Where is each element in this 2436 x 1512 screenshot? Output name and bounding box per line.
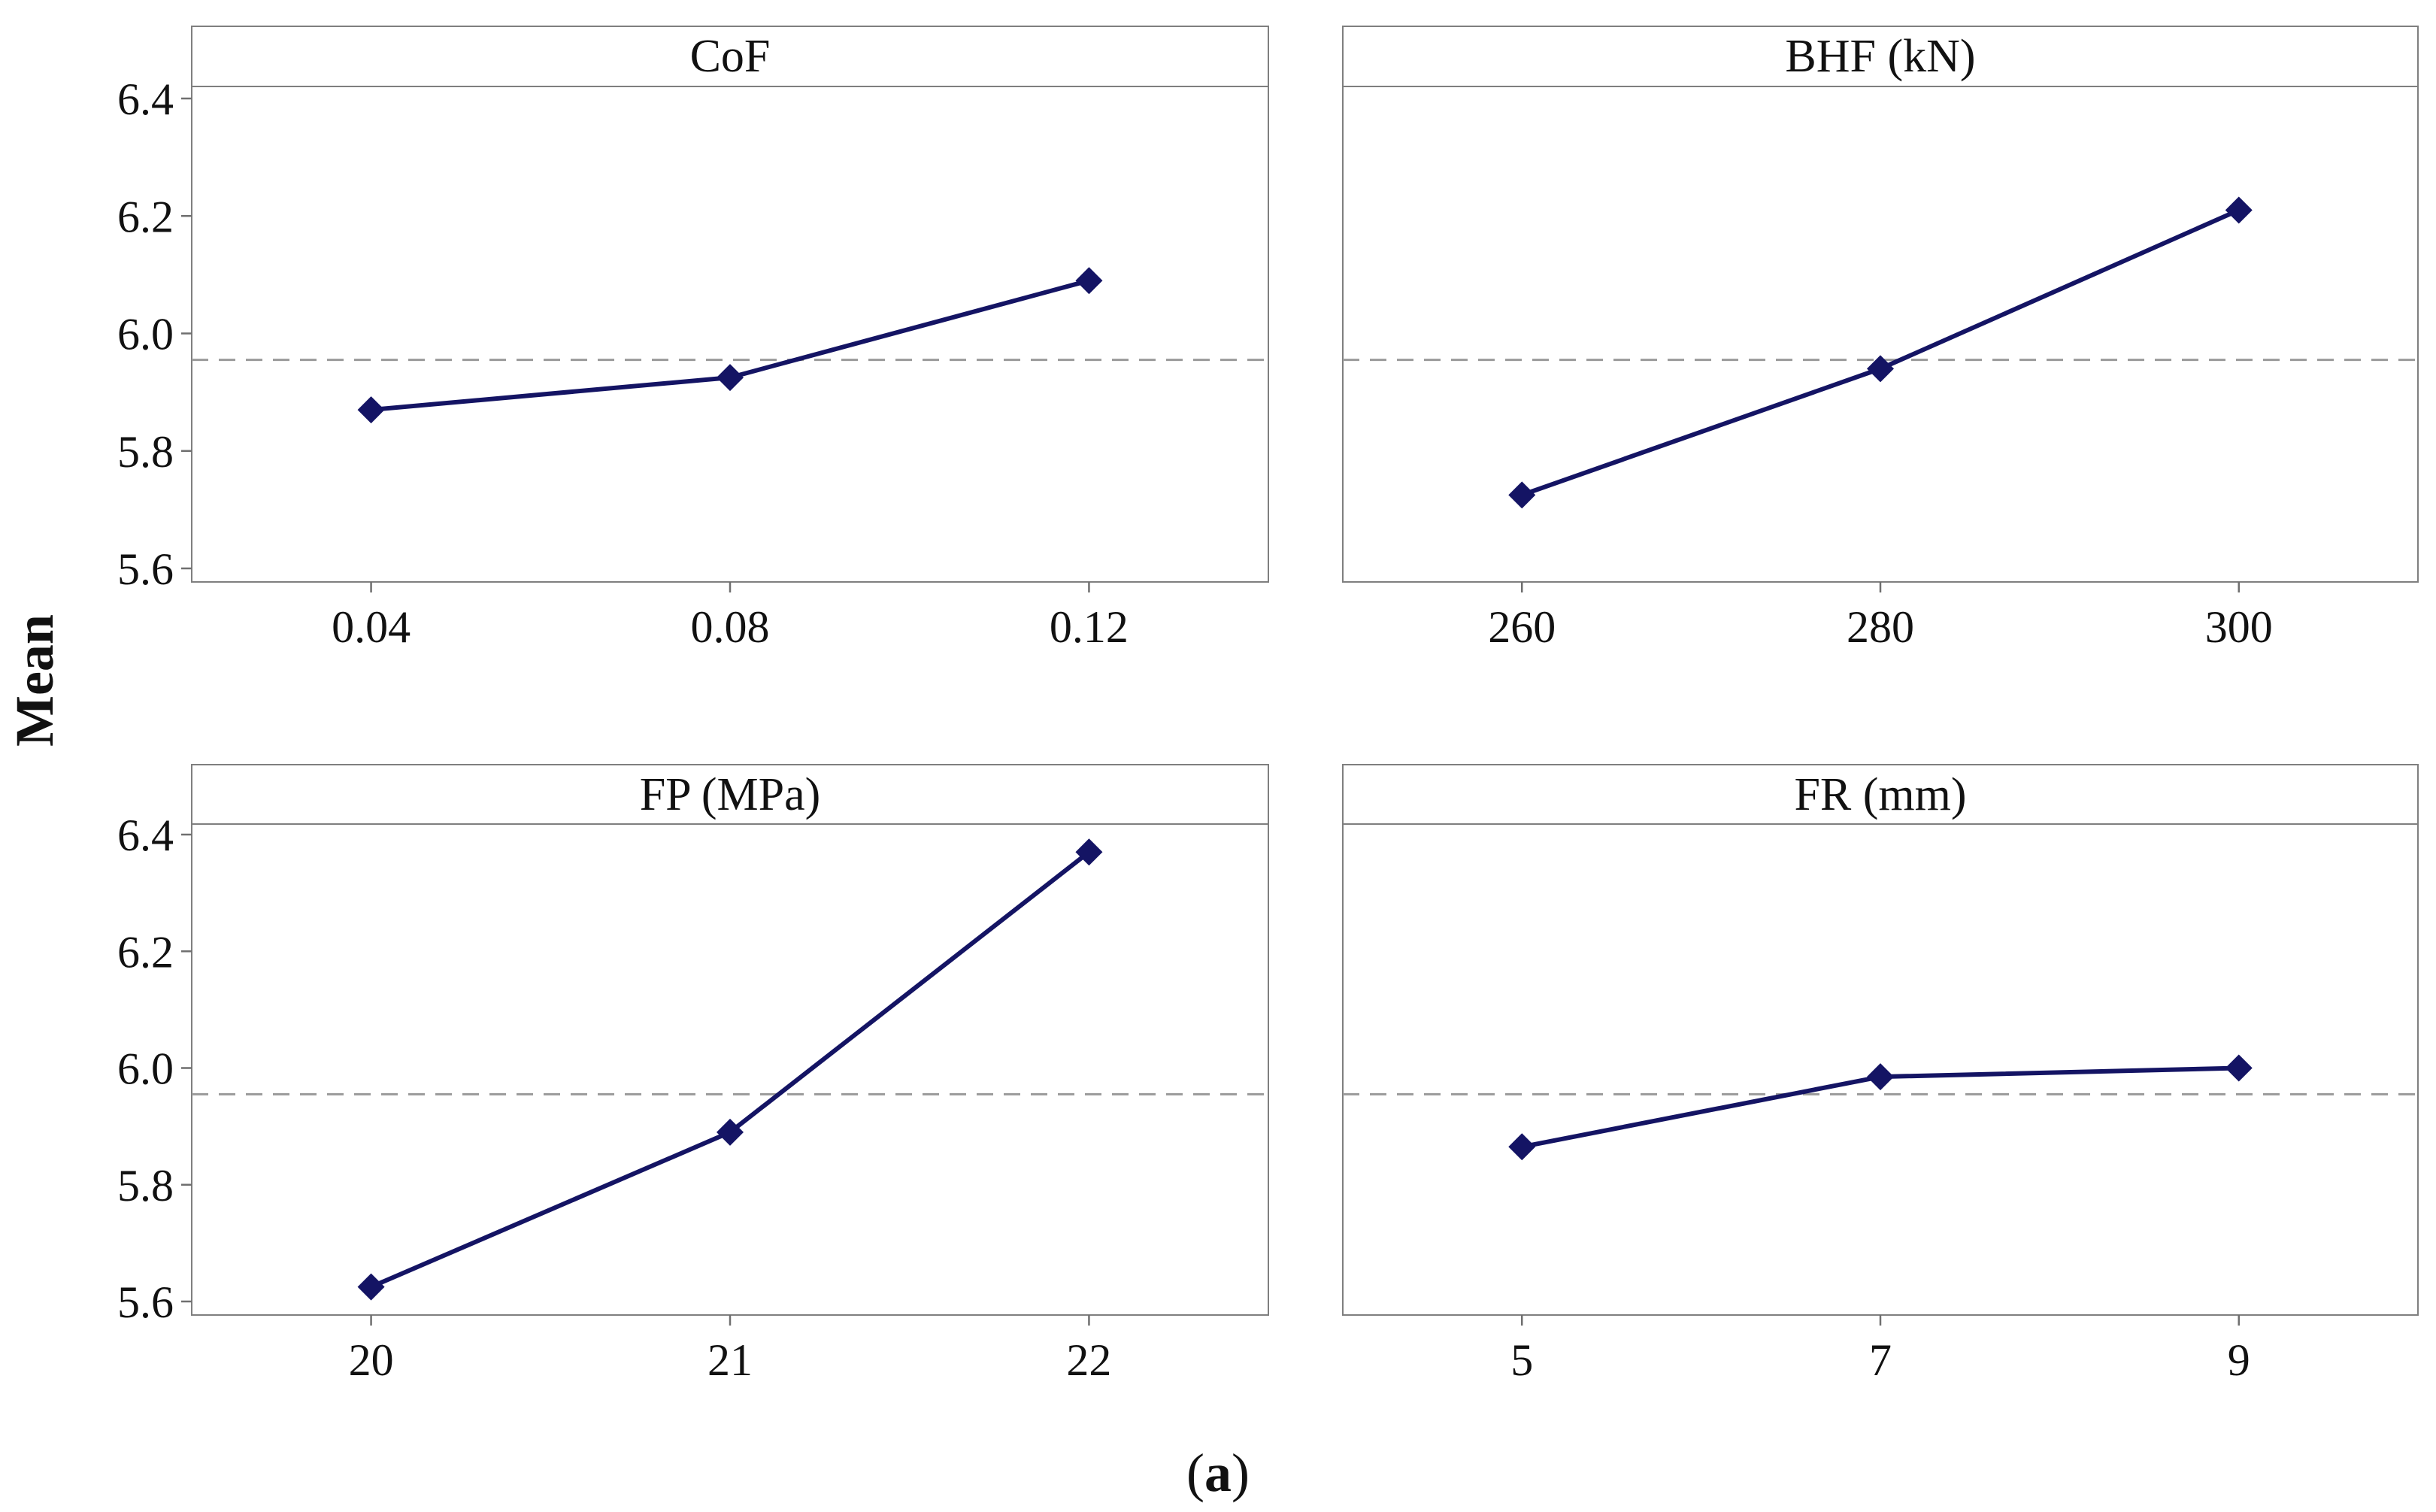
y-tick-label: 6.2	[117, 192, 174, 241]
x-tick-label: 0.08	[691, 602, 770, 652]
x-tick-label: 280	[1847, 602, 1914, 652]
panel-grid: CoF 5.6 5.8 6.0 6.2 6.4 0.04 0.08 0.12 BHF (kN) 26…	[117, 26, 2419, 1385]
data-point-marker	[717, 364, 744, 392]
caption-open-paren: (	[1186, 1443, 1204, 1503]
x-tick-label: 9	[2228, 1335, 2250, 1385]
x-tick-label: 300	[2205, 602, 2273, 652]
x-tick-label: 22	[1066, 1335, 1111, 1385]
x-tick-label: 7	[1869, 1335, 1892, 1385]
panel-4: FR (mm) 5 7 9	[1342, 764, 2419, 1385]
x-tick-label: 0.12	[1050, 602, 1129, 652]
y-axis-title: Mean	[5, 614, 65, 747]
data-point-marker	[1075, 838, 1103, 866]
y-tick-label: 5.8	[117, 427, 174, 477]
y-tick-label: 5.6	[117, 544, 174, 594]
panel-2: BHF (kN) 260 280 300	[1342, 26, 2419, 652]
y-tick-label: 6.0	[117, 1044, 174, 1094]
data-point-marker	[2225, 196, 2253, 224]
panel-title: FR (mm)	[1794, 769, 1966, 820]
panel-3: FP (MPa) 5.6 5.8 6.0 6.2 6.4 20 21 22	[117, 764, 1269, 1385]
panel-frame	[191, 26, 1269, 583]
panel-frame	[1342, 26, 2419, 583]
x-tick-label: 20	[349, 1335, 394, 1385]
data-point-marker	[1867, 1063, 1894, 1091]
panel-1: CoF 5.6 5.8 6.0 6.2 6.4 0.04 0.08 0.12	[117, 26, 1269, 652]
panel-title: CoF	[690, 31, 771, 82]
data-point-marker	[1075, 267, 1103, 295]
panel-frame	[191, 764, 1269, 1316]
y-tick-label: 6.2	[117, 927, 174, 977]
y-tick-label: 6.4	[117, 74, 174, 124]
panel-title: BHF (kN)	[1785, 31, 1975, 82]
figure-caption: (a)	[1186, 1443, 1250, 1503]
data-point-marker	[357, 396, 385, 424]
x-tick-label: 5	[1510, 1335, 1533, 1385]
y-tick-label: 6.0	[117, 310, 174, 359]
data-point-marker	[357, 1273, 385, 1301]
y-tick-label: 5.8	[117, 1161, 174, 1211]
caption-letter: a	[1204, 1443, 1232, 1503]
data-point-marker	[1508, 1133, 1536, 1161]
data-point-marker	[1867, 355, 1894, 383]
y-tick-label: 6.4	[117, 811, 174, 860]
data-point-marker	[1508, 481, 1536, 509]
y-tick-label: 5.6	[117, 1277, 174, 1327]
panel-frame	[1342, 764, 2419, 1316]
data-point-marker	[2225, 1054, 2253, 1082]
caption-close-paren: )	[1232, 1443, 1250, 1503]
x-tick-label: 260	[1488, 602, 1556, 652]
panel-title: FP (MPa)	[640, 769, 821, 820]
x-tick-label: 21	[707, 1335, 753, 1385]
data-point-marker	[717, 1118, 744, 1146]
x-tick-label: 0.04	[332, 602, 411, 652]
